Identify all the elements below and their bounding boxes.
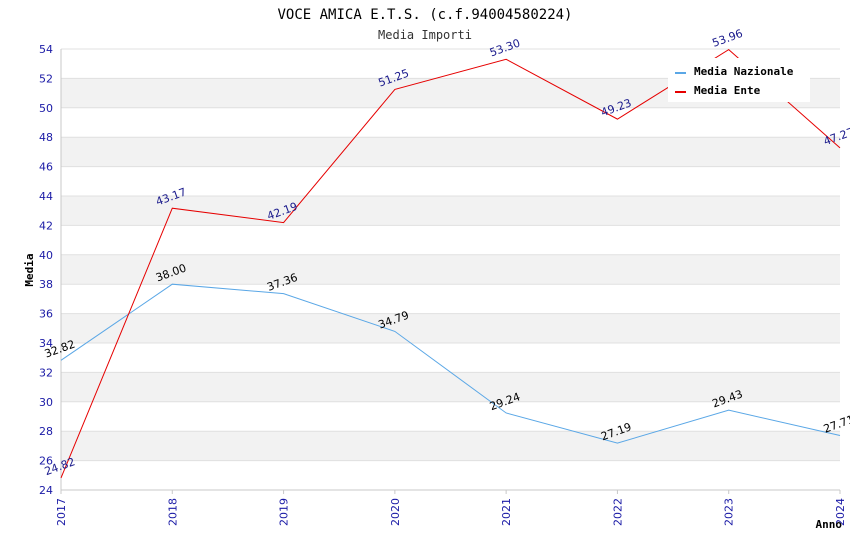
grid-band [61,401,840,432]
chart-subtitle: Media Importi [378,28,472,42]
y-tick-label: 44 [39,190,53,203]
x-tick-label: 2019 [278,498,291,526]
series-line-media-nazionale [60,283,841,444]
x-tick-label: 2017 [55,498,68,526]
y-tick-label: 42 [39,219,53,232]
legend-background [668,58,810,102]
grid-band [61,225,840,255]
grid-band [61,372,840,402]
y-tick-label: 30 [39,396,53,409]
grid-band [61,343,840,373]
y-tick-label: 52 [39,72,53,85]
x-tick-label: 2020 [389,498,402,526]
x-tick-label: 2022 [611,498,624,526]
y-axis-label: Media [23,253,36,286]
y-tick-label: 40 [39,249,53,262]
y-tick-label: 48 [39,131,53,144]
y-tick-labels: 24 26 28 30 32 34 36 38 40 42 44 46 48 50 52 54 [39,43,53,497]
chart-title: VOCE AMICA E.T.S. (c.f.94004580224) [277,7,572,23]
legend: Media Nazionale Media Ente [668,58,810,102]
grid-band [61,107,840,138]
x-tick-label: 2023 [723,498,736,526]
grid-band [61,431,840,461]
y-tick-label: 50 [39,102,53,115]
grid-band [61,137,840,167]
grid-band [61,284,840,314]
grid-band [61,460,840,490]
axes [60,49,841,494]
x-tick-labels: 2017 2018 2019 2020 2021 2022 2023 2024 [55,498,847,526]
y-tick-label: 28 [39,425,53,438]
grid-band [61,313,840,343]
grid-bands [61,49,840,490]
y-tick-label: 32 [39,366,53,379]
y-tick-label: 26 [39,455,53,468]
y-tick-label: 34 [39,337,53,350]
x-axis-label: Anno [816,518,843,531]
data-label-ente: 53.96 [710,27,744,50]
y-tick-label: 38 [39,278,53,291]
x-tick-label: 2018 [166,498,179,526]
y-tick-label: 36 [39,308,53,321]
y-tick-label: 24 [39,484,53,497]
y-tick-label: 46 [39,161,53,174]
legend-label-ente: Media Ente [694,84,761,97]
legend-label-nazionale: Media Nazionale [694,65,794,78]
y-tick-label: 54 [39,43,53,56]
x-tick-label: 2021 [500,498,513,526]
x-tick-label: 2024 [834,498,847,526]
grid-band [61,254,840,285]
grid-band [61,166,840,196]
